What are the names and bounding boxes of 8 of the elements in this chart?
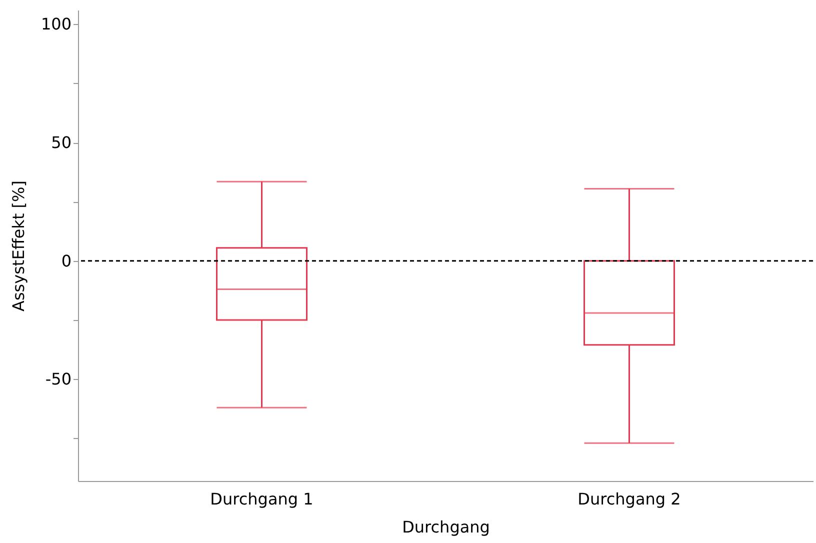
- x-tick-label: Durchgang 1: [210, 490, 314, 508]
- y-tick-label: -50: [45, 370, 72, 389]
- y-tick-label: 0: [61, 251, 72, 270]
- x-axis-title: Durchgang: [402, 518, 490, 536]
- y-axis-title: AssystEffekt [%]: [8, 180, 28, 312]
- y-tick-label: 100: [40, 14, 72, 34]
- x-tick-label: Durchgang 2: [578, 490, 681, 508]
- y-tick-label: 50: [51, 133, 72, 152]
